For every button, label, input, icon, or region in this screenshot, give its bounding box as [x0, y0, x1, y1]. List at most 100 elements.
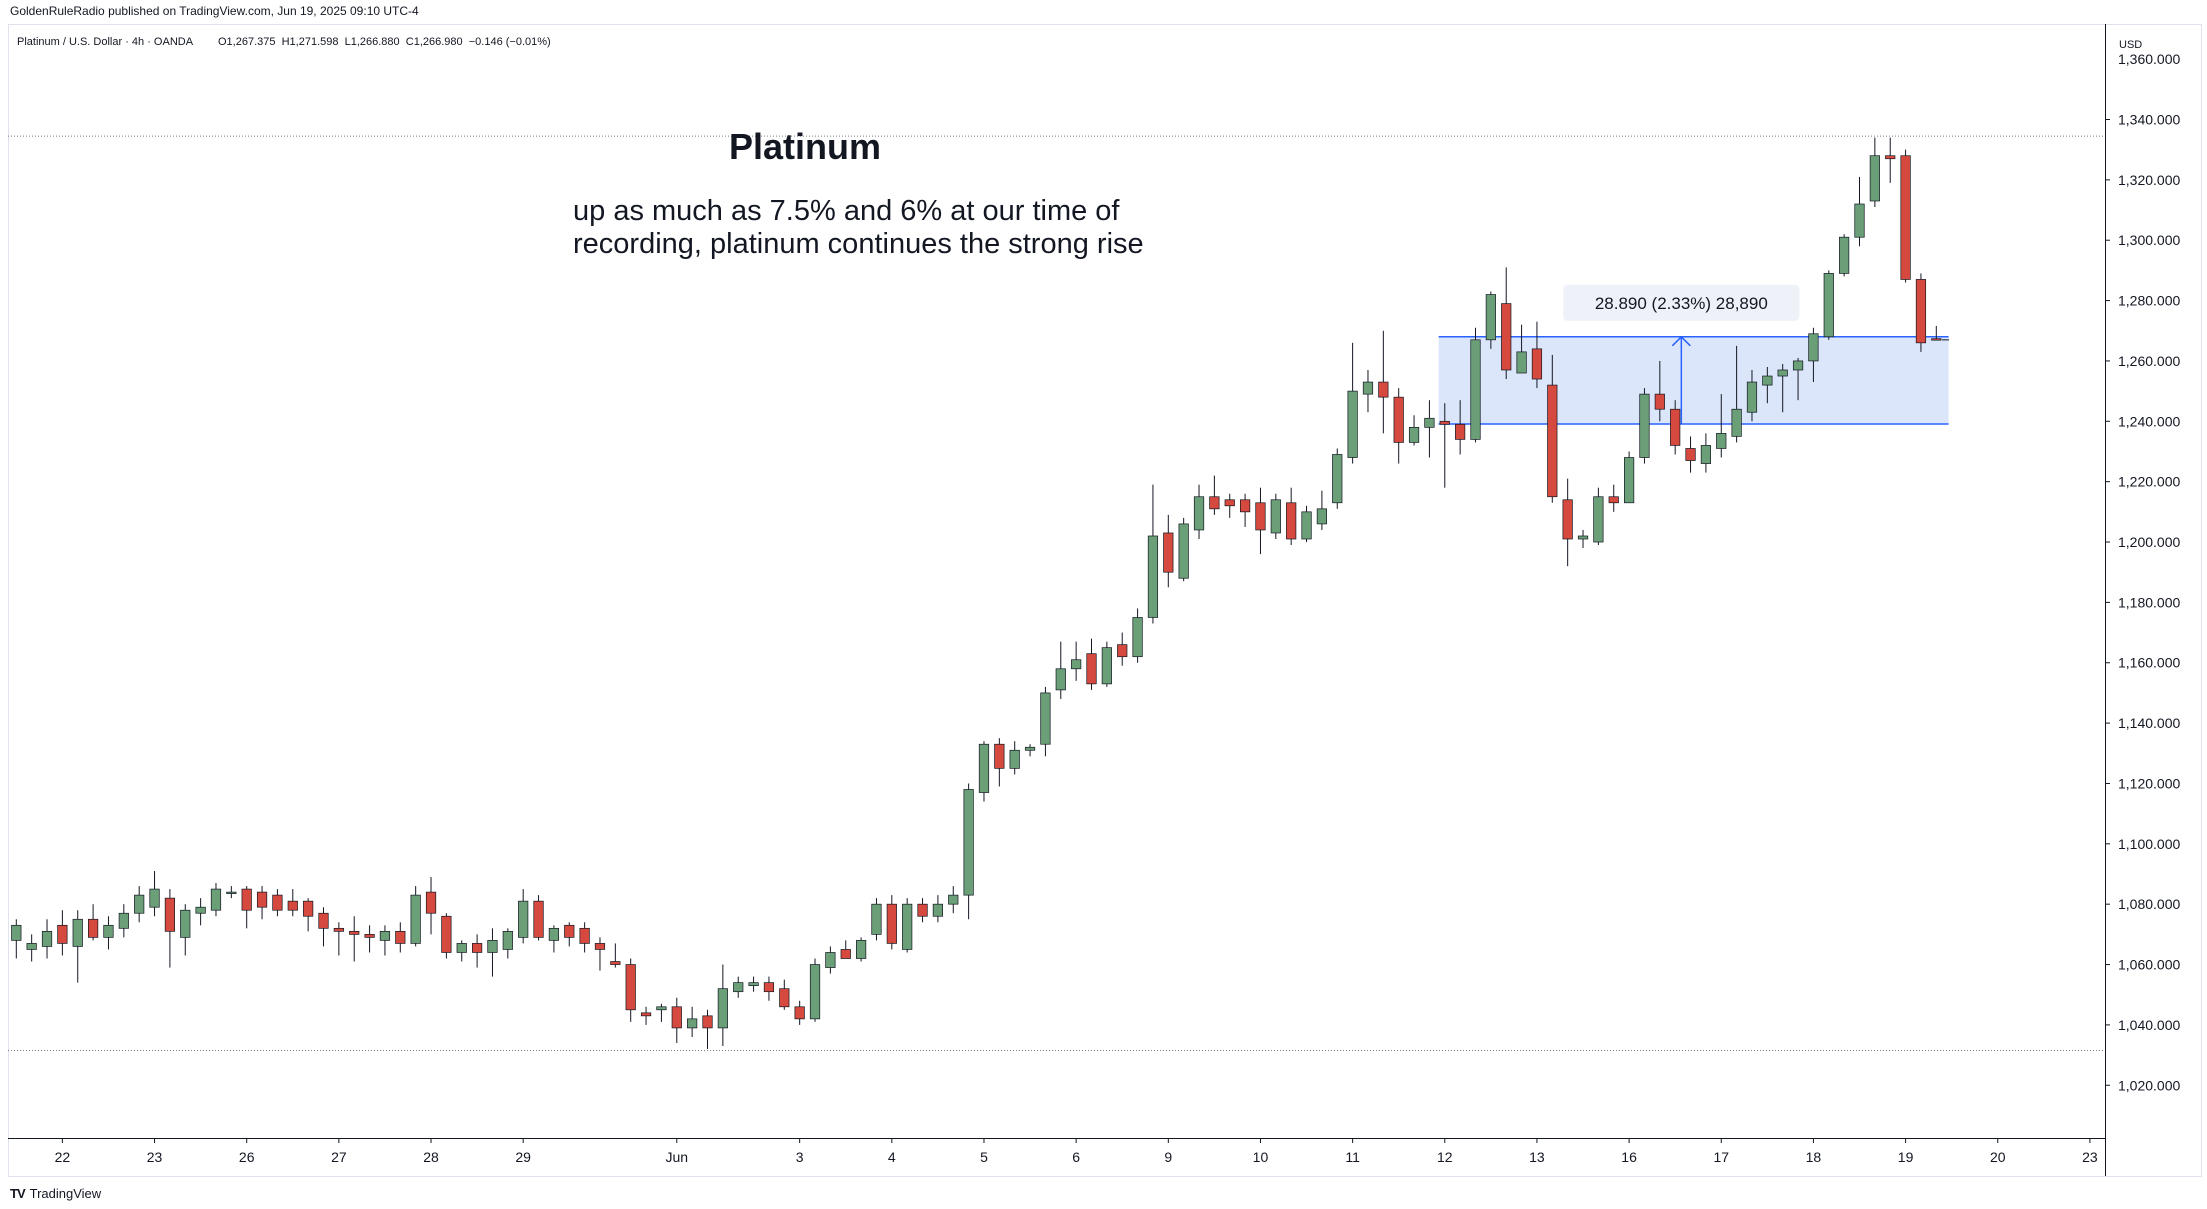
- candle: [1117, 632, 1128, 666]
- candle-body: [594, 943, 606, 950]
- footer-brand[interactable]: TV TradingView: [10, 1186, 101, 1201]
- candle: [1470, 327, 1481, 443]
- candle: [502, 928, 513, 959]
- candle-body: [57, 924, 68, 944]
- candle-body: [11, 924, 22, 941]
- candle: [748, 976, 759, 992]
- time-tick-label: 17: [1713, 1149, 1729, 1165]
- candle: [564, 922, 575, 947]
- time-tick-label: 26: [239, 1149, 255, 1165]
- candle-body: [963, 789, 974, 896]
- chart-title: Platinum: [729, 126, 881, 167]
- candle: [1455, 400, 1466, 455]
- candle: [1608, 484, 1619, 512]
- candle: [1347, 342, 1358, 464]
- candle-body: [840, 949, 851, 959]
- candle-body: [1593, 496, 1604, 543]
- candle-body: [917, 903, 928, 917]
- time-tick-label: 13: [1529, 1149, 1545, 1165]
- candle: [1547, 354, 1558, 503]
- candle: [241, 886, 252, 929]
- candle-body: [425, 891, 437, 914]
- candle-body: [1209, 496, 1220, 510]
- candle: [825, 946, 836, 974]
- time-tick-label: 6: [1072, 1149, 1080, 1165]
- price-tick-label: 1,340.000: [2118, 112, 2180, 128]
- price-tick-label: 1,160.000: [2118, 655, 2180, 671]
- candle-body: [1608, 496, 1619, 504]
- candle: [441, 913, 452, 959]
- candle-body: [210, 888, 222, 911]
- time-axis[interactable]: 22 23 26 27 28 29 Jun 3 4 5 6 9 10 11 12 13 16 17 18 19 20 23: [55, 1138, 2098, 1165]
- candle: [57, 910, 68, 956]
- candle: [149, 870, 160, 917]
- price-tick-label: 1,280.000: [2118, 293, 2180, 309]
- candle: [349, 916, 360, 962]
- candle: [978, 741, 990, 802]
- candle-body: [1224, 499, 1235, 507]
- candle-body: [748, 982, 759, 987]
- price-tick-label: 1,320.000: [2118, 172, 2180, 188]
- candle: [1639, 388, 1650, 464]
- candle-body: [318, 912, 329, 929]
- price-range-tool[interactable]: 28.890 (2.33%) 28,890: [1438, 284, 1949, 425]
- candle-body: [1332, 454, 1343, 504]
- candle: [180, 904, 191, 956]
- time-tick-label: 19: [1898, 1149, 1914, 1165]
- publisher-line: GoldenRuleRadio published on TradingView…: [10, 4, 419, 18]
- candle-body: [1485, 294, 1496, 341]
- candle: [26, 934, 37, 962]
- symbol-info: Platinum / U.S. Dollar · 4h · OANDA: [17, 36, 194, 48]
- candle: [1408, 415, 1420, 446]
- candle: [1255, 487, 1266, 555]
- candle: [1623, 451, 1635, 504]
- candle-body: [502, 930, 513, 950]
- price-tick-label: 1,080.000: [2118, 896, 2180, 912]
- candle-body: [1577, 535, 1589, 540]
- candle: [1531, 321, 1543, 389]
- candle: [763, 976, 775, 1001]
- candle-body: [687, 1018, 698, 1029]
- candle-body: [1055, 668, 1066, 691]
- time-tick-label: 10: [1253, 1149, 1269, 1165]
- candle-body: [1854, 203, 1865, 238]
- candlestick-series: [11, 137, 1942, 1050]
- candle-body: [287, 900, 298, 911]
- candle-body: [333, 927, 344, 932]
- candle: [256, 886, 268, 920]
- candle: [272, 889, 283, 917]
- candle: [164, 889, 175, 968]
- candle-body: [410, 894, 421, 944]
- candle-body: [548, 927, 560, 941]
- measure-label-box: [1563, 284, 1800, 321]
- candle-body: [1301, 511, 1312, 540]
- time-tick-label: 16: [1621, 1149, 1637, 1165]
- candle: [1424, 400, 1435, 458]
- candle-body: [1731, 408, 1742, 437]
- price-axis[interactable]: 1,020.000 1,040.000 1,060.000 1,080.000 1,10…: [2105, 51, 2180, 1093]
- candle: [779, 979, 790, 1010]
- candle: [886, 895, 897, 950]
- candle: [994, 738, 1005, 787]
- candle-body: [118, 912, 129, 929]
- candle: [72, 910, 83, 983]
- candle-body: [364, 934, 375, 938]
- candle: [195, 898, 206, 926]
- candle-body: [395, 930, 406, 944]
- candle: [1777, 363, 1788, 413]
- candle-body: [180, 909, 191, 938]
- candle: [395, 922, 406, 953]
- candle-body: [1516, 351, 1527, 374]
- candle-body: [241, 888, 252, 911]
- candle: [487, 928, 498, 977]
- candle-body: [779, 988, 790, 1008]
- time-tick-label: 18: [1806, 1149, 1822, 1165]
- candle-body: [1455, 423, 1466, 440]
- candle: [87, 904, 99, 941]
- candle: [548, 925, 560, 953]
- candle: [579, 922, 590, 953]
- time-tick-label: 5: [980, 1149, 988, 1165]
- candle-body: [1885, 155, 1896, 160]
- candle: [1931, 325, 1942, 341]
